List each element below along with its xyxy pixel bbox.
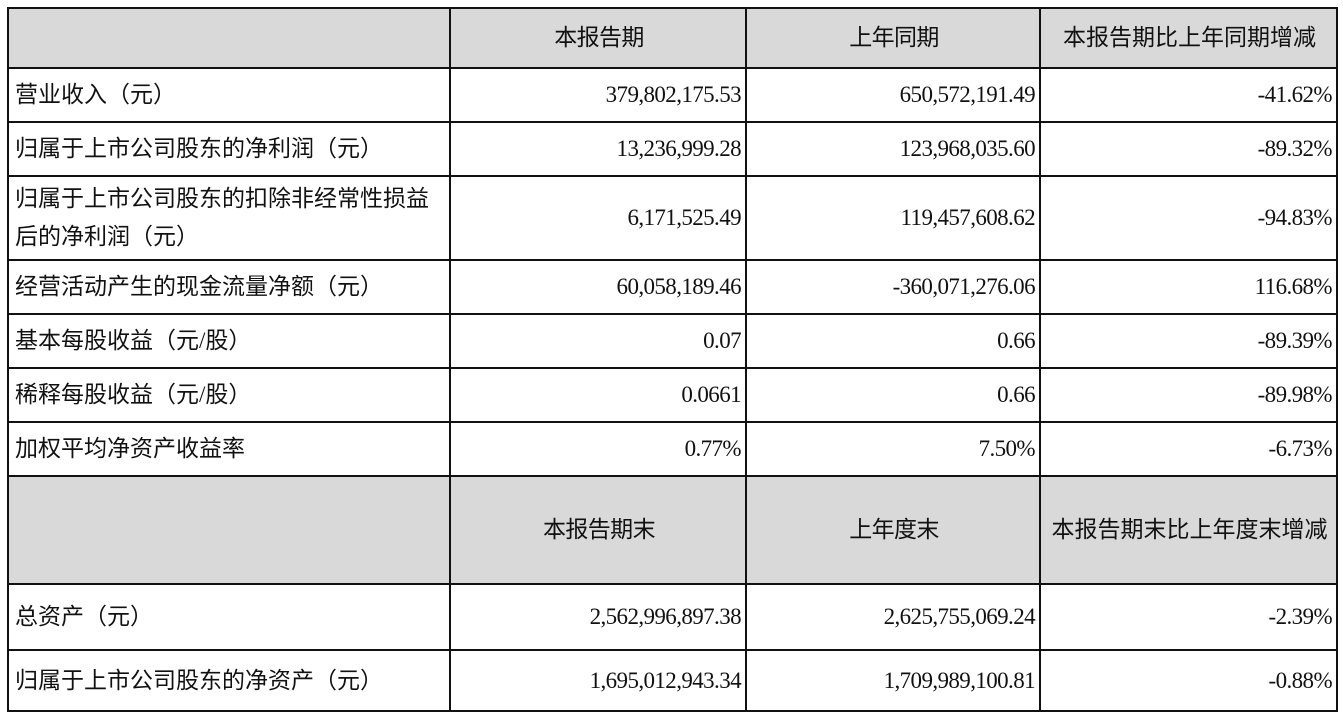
header-cell-change: 本报告期比上年同期增减 [1039, 7, 1338, 69]
cell-item: 加权平均净资产收益率 [7, 421, 451, 477]
header-cell-prior: 上年度末 [745, 475, 1041, 585]
table-row: 营业收入（元） 379,802,175.53 650,572,191.49 -41.6… [7, 67, 1338, 123]
cell-prior: 7.50% [745, 421, 1041, 477]
cell-change: -6.73% [1039, 421, 1338, 477]
cell-item: 归属于上市公司股东的扣除非经常性损益后的净利润（元） [7, 175, 451, 261]
cell-item: 归属于上市公司股东的净利润（元） [7, 121, 451, 177]
cell-item: 归属于上市公司股东的净资产（元） [7, 649, 451, 712]
cell-change: -94.83% [1039, 175, 1338, 261]
header-cell-current: 本报告期末 [449, 475, 747, 585]
table-row: 经营活动产生的现金流量净额（元） 60,058,189.46 -360,071,27… [7, 259, 1338, 315]
header-cell-item [7, 7, 451, 69]
table-row: 归属于上市公司股东的净利润（元） 13,236,999.28 123,968,035… [7, 121, 1338, 177]
cell-change: -89.32% [1039, 121, 1338, 177]
cell-prior: 119,457,608.62 [745, 175, 1041, 261]
table-row: 总资产（元） 2,562,996,897.38 2,625,755,069.24 -2… [7, 583, 1338, 651]
cell-prior: 123,968,035.60 [745, 121, 1041, 177]
cell-current: 0.07 [449, 313, 747, 369]
cell-prior: 2,625,755,069.24 [745, 583, 1041, 651]
cell-current: 60,058,189.46 [449, 259, 747, 315]
cell-prior: 650,572,191.49 [745, 67, 1041, 123]
cell-current: 6,171,525.49 [449, 175, 747, 261]
table-row: 稀释每股收益（元/股） 0.0661 0.66 -89.98% [7, 367, 1338, 423]
cell-current: 2,562,996,897.38 [449, 583, 747, 651]
cell-item: 总资产（元） [7, 583, 451, 651]
header-cell-prior: 上年同期 [745, 7, 1041, 69]
header-cell-item [7, 475, 451, 585]
header-row: 本报告期末 上年度末 本报告期末比上年度末增减 [7, 475, 1338, 585]
cell-current: 0.77% [449, 421, 747, 477]
cell-change: -89.98% [1039, 367, 1338, 423]
cell-prior: 1,709,989,100.81 [745, 649, 1041, 712]
cell-current: 13,236,999.28 [449, 121, 747, 177]
table-row: 加权平均净资产收益率 0.77% 7.50% -6.73% [7, 421, 1338, 477]
cell-current: 379,802,175.53 [449, 67, 747, 123]
cell-change: 116.68% [1039, 259, 1338, 315]
cell-current: 0.0661 [449, 367, 747, 423]
cell-change: -89.39% [1039, 313, 1338, 369]
cell-change: -0.88% [1039, 649, 1338, 712]
table-row: 归属于上市公司股东的净资产（元） 1,695,012,943.34 1,709,98… [7, 649, 1338, 712]
financial-summary-table: 本报告期 上年同期 本报告期比上年同期增减 营业收入（元） 379,802,175.53… [7, 7, 1338, 712]
cell-prior: -360,071,276.06 [745, 259, 1041, 315]
table-row: 基本每股收益（元/股） 0.07 0.66 -89.39% [7, 313, 1338, 369]
cell-item: 营业收入（元） [7, 67, 451, 123]
cell-change: -2.39% [1039, 583, 1338, 651]
cell-item: 稀释每股收益（元/股） [7, 367, 451, 423]
cell-prior: 0.66 [745, 313, 1041, 369]
cell-item: 经营活动产生的现金流量净额（元） [7, 259, 451, 315]
cell-prior: 0.66 [745, 367, 1041, 423]
cell-current: 1,695,012,943.34 [449, 649, 747, 712]
header-cell-change: 本报告期末比上年度末增减 [1039, 475, 1338, 585]
table-row: 归属于上市公司股东的扣除非经常性损益后的净利润（元） 6,171,525.49 11… [7, 175, 1338, 261]
cell-change: -41.62% [1039, 67, 1338, 123]
header-cell-current: 本报告期 [449, 7, 747, 69]
header-row: 本报告期 上年同期 本报告期比上年同期增减 [7, 7, 1338, 69]
cell-item: 基本每股收益（元/股） [7, 313, 451, 369]
